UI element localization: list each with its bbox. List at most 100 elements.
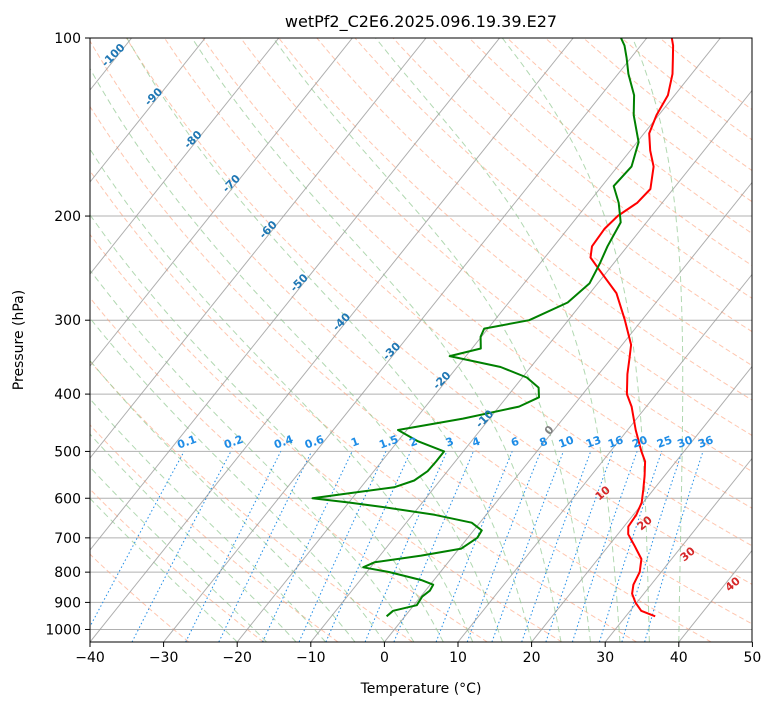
mixing-ratio-label: 30 [676, 433, 695, 451]
mixing-ratio-label: 3 [444, 435, 456, 450]
mixing-ratio-label: 36 [696, 433, 715, 451]
isotherm-line [531, 365, 752, 642]
mixing-ratio-label: 0.6 [303, 433, 326, 452]
dewpoint-profile-line [311, 38, 640, 618]
isotherm-line [604, 457, 752, 642]
isotherm-line [90, 38, 427, 459]
mixing-ratio-line [298, 451, 387, 642]
isotherm-line [384, 181, 752, 642]
dry-adiabat-line [90, 424, 339, 642]
dry-adiabat-line [392, 38, 752, 333]
y-axis: 100 200 300 400 500 600 700 800 900 1000 [45, 31, 90, 638]
y-tick-label: 600 [54, 491, 81, 507]
mixing-ratio-line [598, 451, 663, 642]
dry-adiabat-line [90, 170, 637, 642]
chart-title: wetPf2_C2E6.2025.096.19.39.E27 [285, 12, 557, 32]
y-tick-label: 400 [54, 387, 81, 403]
x-tick-label: −30 [149, 650, 179, 666]
moist-adiabat-line [272, 38, 591, 642]
y-tick-label: 800 [54, 565, 81, 581]
moist-adiabat-line [191, 38, 562, 642]
isotherm-line [90, 38, 500, 551]
moist-adiabat-line [90, 67, 503, 642]
y-tick-label: 500 [54, 444, 81, 460]
isotherms [90, 38, 752, 642]
dry-adiabat-line [164, 38, 752, 547]
dry-adiabat-line [316, 38, 752, 401]
moist-adiabat-line [632, 38, 684, 642]
mixing-ratio-label: 6 [509, 435, 521, 450]
dry-adiabat-line [90, 105, 712, 642]
temperature-profile-line [589, 38, 675, 618]
dry-adiabat-line [90, 360, 413, 642]
x-tick-label: 30 [596, 650, 614, 666]
x-tick-label: −20 [222, 650, 252, 666]
dry-adiabat-line [90, 488, 264, 642]
y-tick-label: 200 [54, 209, 81, 225]
dry-adiabat-line [90, 39, 752, 625]
mixing-ratio-line [521, 451, 592, 642]
mixing-ratio-lines [90, 451, 704, 642]
isotherm-line [310, 89, 752, 642]
isotherm-line [90, 38, 280, 275]
mixing-ratio-label: 10 [557, 433, 576, 451]
mixing-ratio-line [466, 451, 542, 642]
mixing-ratio-line [621, 451, 683, 642]
mixing-ratio-line [571, 451, 638, 642]
y-tick-label: 900 [54, 595, 81, 611]
mixing-ratio-label: 0.4 [272, 433, 295, 452]
x-tick-label: 20 [523, 650, 541, 666]
mixing-ratio-label: 0.1 [175, 433, 198, 452]
mixing-ratio-line [185, 451, 282, 642]
y-tick-label: 700 [54, 531, 81, 547]
dry-adiabat-line [468, 38, 752, 267]
x-tick-label: 40 [670, 650, 688, 666]
isotherm-line [90, 38, 206, 183]
isotherm-line [457, 273, 752, 642]
y-axis-label: Pressure (hPa) [11, 290, 27, 390]
mixing-ratio-label: 8 [538, 435, 550, 450]
moist-adiabat-line [90, 148, 474, 642]
dry-adiabat-line [545, 38, 752, 203]
moist-adiabat-line [501, 38, 650, 642]
dry-adiabat-line [278, 38, 752, 436]
mixing-ratio-label: 0.2 [222, 433, 245, 452]
isotherm-line [90, 38, 353, 367]
x-axis: −40 −30 −20 −10 0 10 20 30 40 50 [75, 642, 761, 666]
moist-adiabat-line [126, 38, 533, 642]
dry-adiabat-line [90, 233, 563, 642]
x-tick-label: 50 [743, 650, 761, 666]
mixing-ratio-line [545, 451, 614, 642]
isotherm-line [90, 38, 574, 642]
mixing-ratio-line [435, 451, 513, 642]
mixing-ratio-label: 20 [630, 433, 649, 451]
mixing-ratio-line [90, 451, 185, 628]
moist-adiabat-line [90, 466, 267, 642]
dry-adiabat-line [90, 297, 488, 642]
mixing-ratio-line [491, 451, 564, 642]
x-tick-label: 0 [380, 650, 389, 666]
mixing-ratio-line [325, 451, 412, 642]
moist-adiabats [90, 38, 684, 642]
x-axis-label: Temperature (°C) [360, 681, 482, 697]
x-tick-label: 10 [449, 650, 467, 666]
mixing-ratio-line [364, 451, 448, 642]
plot-area: -100-90-80-70-60-50-40-30-20-10 00.1 0.2 0.… [90, 38, 752, 642]
isotherm-line [236, 38, 721, 642]
dry-adiabat-line [125, 38, 752, 585]
mixing-ratio-label: 4 [470, 435, 482, 450]
sounding-series [311, 38, 675, 618]
plot-frame [89, 37, 753, 643]
moist-adiabat-line [90, 359, 356, 642]
moist-adiabat-line [90, 317, 385, 642]
x-tick-label: −40 [75, 650, 105, 666]
moist-adiabat-line [375, 38, 621, 642]
mixing-ratio-label: 1 [349, 435, 361, 450]
mixing-ratio-label: 13 [584, 433, 603, 450]
dry-adiabat-line [621, 38, 752, 141]
mixing-ratio-label: 2 [408, 435, 420, 450]
dry-adiabat-line [202, 38, 752, 509]
dry-adiabats [90, 38, 752, 642]
